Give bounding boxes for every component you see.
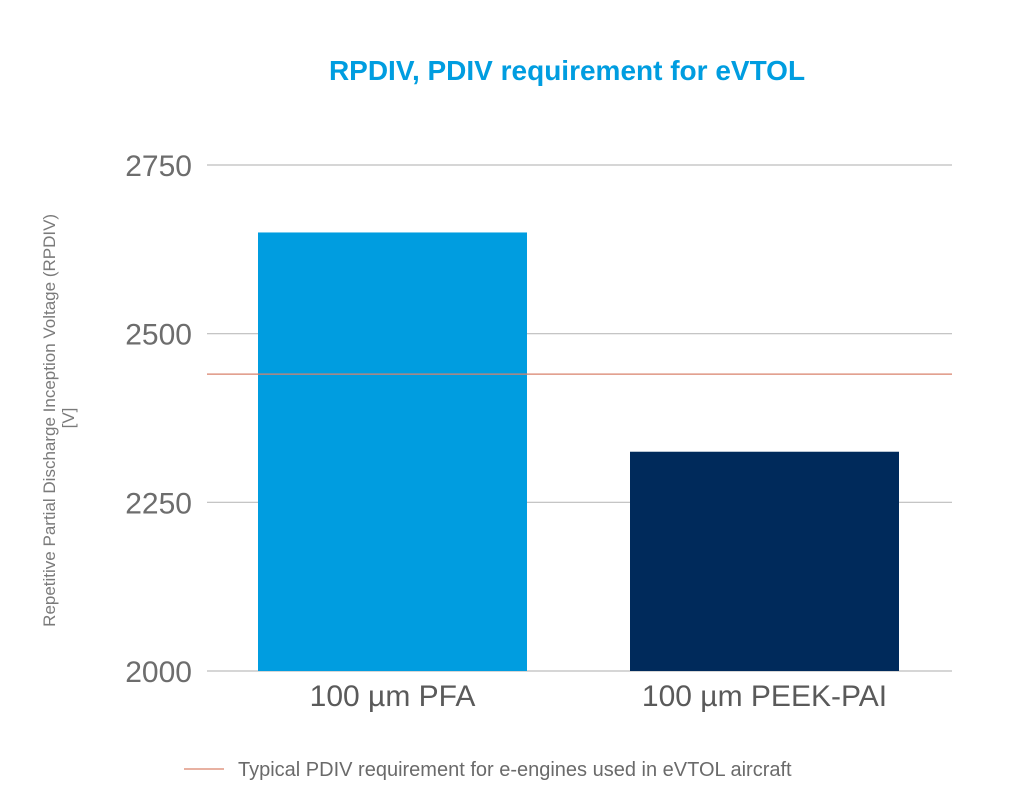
y-axis-label: Repetitive Partial Discharge Inception V…: [40, 209, 78, 627]
legend: Typical PDIV requirement for e-engines u…: [184, 759, 792, 781]
y-axis-label-line-1: Repetitive Partial Discharge Inception V…: [40, 214, 59, 627]
y-tick-label-2750: 2750: [125, 150, 192, 183]
bar-2: [630, 451, 899, 671]
y-tick-label-2500: 2500: [125, 319, 192, 352]
category-labels: 100 µm PFA 100 µm PEEK-PAI: [310, 680, 887, 713]
bar-1: [258, 232, 527, 671]
y-tick-label-2000: 2000: [125, 656, 192, 689]
bars: [258, 232, 899, 671]
category-label-2: 100 µm PEEK-PAI: [642, 680, 887, 713]
y-tick-labels: 2000 2250 2500 2750: [125, 150, 192, 689]
category-label-1: 100 µm PFA: [310, 680, 476, 713]
y-tick-label-2250: 2250: [125, 487, 192, 520]
y-axis-label-line-2: [V]: [59, 408, 78, 429]
legend-label: Typical PDIV requirement for e-engines u…: [238, 759, 792, 781]
chart-title: RPDIV, PDIV requirement for eVTOL: [329, 55, 805, 86]
